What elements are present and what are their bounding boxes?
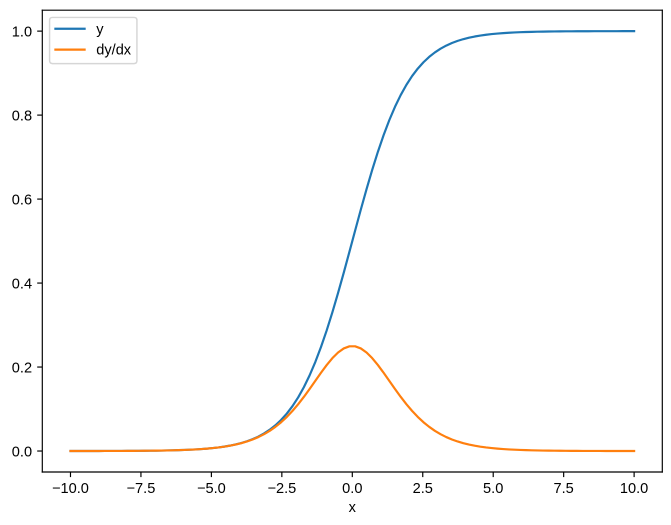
svg-text:7.5: 7.5 — [554, 481, 574, 497]
svg-text:−7.5: −7.5 — [127, 481, 156, 497]
svg-text:dy/dx: dy/dx — [96, 43, 132, 59]
svg-text:0.0: 0.0 — [12, 444, 32, 460]
svg-text:2.5: 2.5 — [413, 481, 433, 497]
svg-text:0.4: 0.4 — [12, 276, 32, 292]
svg-text:y: y — [96, 22, 104, 38]
svg-text:0.2: 0.2 — [12, 360, 32, 376]
svg-text:0.8: 0.8 — [12, 108, 32, 124]
svg-text:x: x — [349, 500, 357, 516]
svg-text:−10.0: −10.0 — [52, 481, 89, 497]
svg-text:10.0: 10.0 — [620, 481, 648, 497]
svg-text:0.0: 0.0 — [342, 481, 362, 497]
svg-text:5.0: 5.0 — [483, 481, 503, 497]
svg-text:1.0: 1.0 — [12, 24, 32, 40]
svg-text:−2.5: −2.5 — [267, 481, 296, 497]
svg-text:−5.0: −5.0 — [197, 481, 226, 497]
svg-text:0.6: 0.6 — [12, 192, 32, 208]
